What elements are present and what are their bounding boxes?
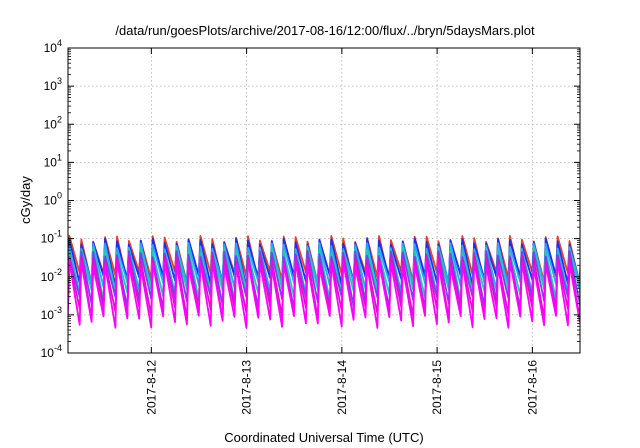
x-tick-label: 2017-8-14 — [335, 360, 349, 415]
y-tick-label: 101 — [44, 152, 62, 169]
y-tick-label: 103 — [44, 76, 62, 93]
y-tick-label: 102 — [44, 114, 62, 131]
grid-lines — [68, 48, 580, 353]
x-axis-label: Coordinated Universal Time (UTC) — [224, 430, 423, 445]
x-tick-label: 2017-8-12 — [144, 360, 158, 415]
y-tick-label: 10-2 — [41, 267, 62, 284]
series-line — [68, 260, 580, 329]
y-tick-label: 10-3 — [41, 305, 62, 322]
y-tick-label: 10-1 — [41, 229, 62, 246]
plot-area — [68, 235, 580, 329]
y-tick-label: 100 — [44, 191, 62, 208]
x-tick-label: 2017-8-15 — [430, 360, 444, 415]
y-tick-label: 104 — [44, 38, 62, 55]
x-tick-label: 2017-8-13 — [240, 360, 254, 415]
y-axis: 10-4 10-3 10-2 10-1 100 101 102 103 104 — [41, 38, 580, 360]
chart-title: /data/run/goesPlots/archive/2017-08-16/1… — [115, 23, 535, 38]
x-axis: 2017-8-12 2017-8-13 2017-8-14 2017-8-15 2017… — [144, 48, 539, 415]
y-axis-label: cGy/day — [18, 176, 33, 224]
x-tick-label: 2017-8-16 — [525, 360, 539, 415]
y-tick-label: 10-4 — [41, 343, 62, 360]
